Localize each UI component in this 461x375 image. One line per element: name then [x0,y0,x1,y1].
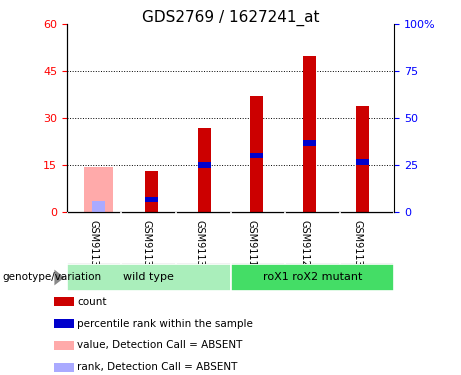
Text: genotype/variation: genotype/variation [2,273,101,282]
Bar [250,153,264,158]
Bar [303,140,316,146]
Bar [145,171,158,212]
Text: GSM91138: GSM91138 [194,220,204,273]
Bar [54,363,74,372]
Bar [197,162,211,168]
Bar [54,341,74,350]
Bar [356,106,369,212]
Text: count: count [77,297,106,307]
Text: roX1 roX2 mutant: roX1 roX2 mutant [263,273,362,282]
Text: GSM91131: GSM91131 [353,220,362,273]
Bar [250,96,264,212]
Bar [54,319,74,328]
Bar [54,297,74,306]
Bar [84,166,113,212]
Text: GSM91121: GSM91121 [300,220,310,273]
Bar [303,56,316,212]
Text: GDS2769 / 1627241_at: GDS2769 / 1627241_at [142,9,319,26]
Text: GSM91135: GSM91135 [142,220,151,273]
Bar [145,196,158,202]
Bar [197,128,211,212]
Text: GSM91133: GSM91133 [89,220,99,273]
Bar [230,264,394,291]
Text: value, Detection Call = ABSENT: value, Detection Call = ABSENT [77,340,242,351]
Bar [92,201,105,212]
Text: GSM91119: GSM91119 [247,220,257,273]
Bar [67,264,230,291]
Polygon shape [54,270,65,285]
Text: percentile rank within the sample: percentile rank within the sample [77,318,253,328]
Text: wild type: wild type [123,273,174,282]
Text: rank, Detection Call = ABSENT: rank, Detection Call = ABSENT [77,362,237,372]
Bar [356,159,369,165]
